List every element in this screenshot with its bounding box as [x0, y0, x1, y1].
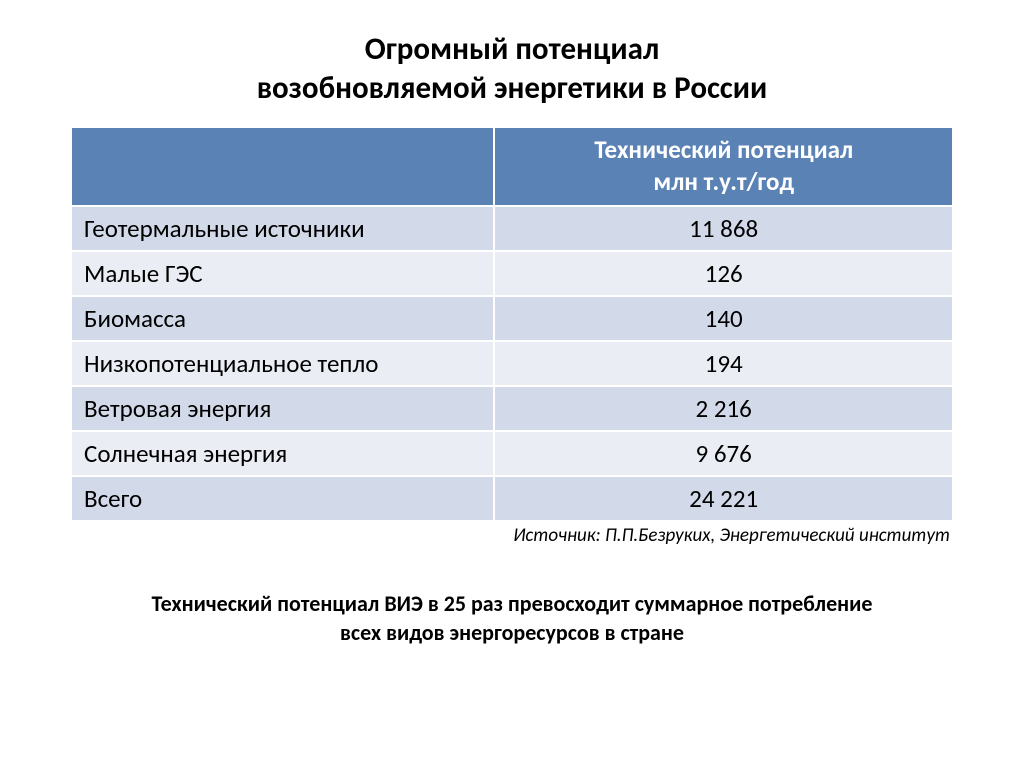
row-value: 9 676: [494, 431, 953, 476]
row-value: 194: [494, 341, 953, 386]
table-row: Биомасса 140: [71, 296, 953, 341]
header-col-2-line-2: млн т.у.т/год: [653, 166, 794, 197]
table-row: Геотермальные источники 11 868: [71, 206, 953, 251]
title-line-1: Огромный потенциал: [365, 30, 660, 68]
header-col-2-line-1: Технический потенциал: [594, 134, 853, 165]
row-label: Всего: [71, 476, 494, 521]
table-row: Низкопотенциальное тепло 194: [71, 341, 953, 386]
row-label: Низкопотенциальное тепло: [71, 341, 494, 386]
row-label: Ветровая энергия: [71, 386, 494, 431]
slide-title: Огромный потенциал возобновляемой энерге…: [70, 30, 954, 108]
header-col-2: Технический потенциал млн т.у.т/год: [494, 127, 953, 206]
row-value: 140: [494, 296, 953, 341]
potential-table: Технический потенциал млн т.у.т/год Геот…: [70, 126, 954, 522]
row-label: Геотермальные источники: [71, 206, 494, 251]
row-value: 24 221: [494, 476, 953, 521]
source-citation: Источник: П.П.Безруких, Энергетический и…: [70, 524, 954, 547]
table-row: Малые ГЭС 126: [71, 251, 953, 296]
header-col-1: [71, 127, 494, 206]
footnote-line-2: всех видов энергоресурсов в стране: [340, 619, 684, 646]
row-value: 2 216: [494, 386, 953, 431]
table-row: Всего 24 221: [71, 476, 953, 521]
row-label: Солнечная энергия: [71, 431, 494, 476]
table-row: Солнечная энергия 9 676: [71, 431, 953, 476]
row-label: Малые ГЭС: [71, 251, 494, 296]
row-value: 126: [494, 251, 953, 296]
title-line-2: возобновляемой энергетики в России: [257, 69, 768, 107]
footnote-line-1: Технический потенциал ВИЭ в 25 раз прево…: [152, 590, 873, 617]
row-label: Биомасса: [71, 296, 494, 341]
row-value: 11 868: [494, 206, 953, 251]
footnote: Технический потенциал ВИЭ в 25 раз прево…: [70, 589, 954, 648]
table-row: Ветровая энергия 2 216: [71, 386, 953, 431]
